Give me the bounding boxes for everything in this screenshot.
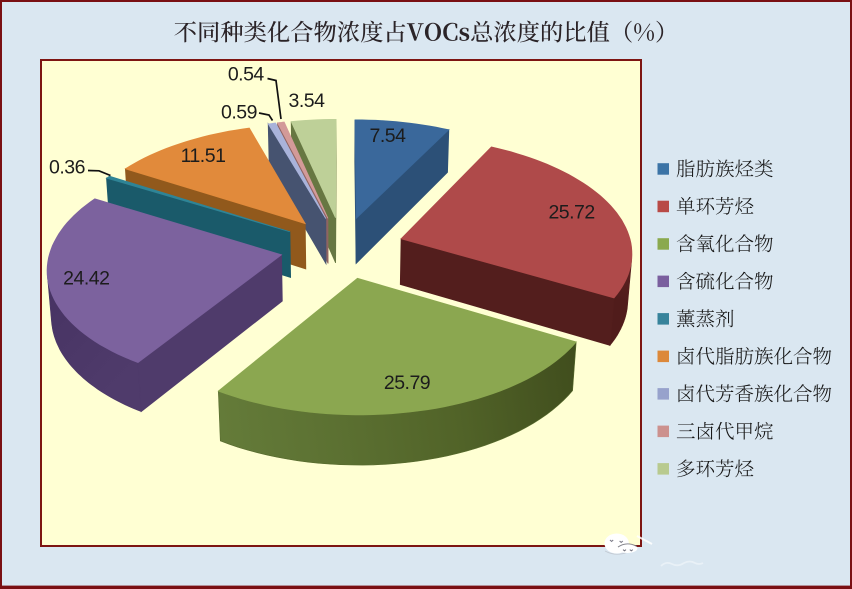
svg-text:0.59: 0.59 — [221, 102, 257, 124]
svg-text:24.42: 24.42 — [63, 268, 109, 290]
svg-text:25.72: 25.72 — [548, 202, 594, 224]
svg-text:11.51: 11.51 — [181, 145, 226, 167]
svg-text:25.79: 25.79 — [384, 372, 430, 394]
svg-text:0.54: 0.54 — [228, 64, 265, 86]
svg-text:0.36: 0.36 — [49, 157, 85, 179]
svg-text:7.54: 7.54 — [370, 125, 407, 147]
svg-text:3.54: 3.54 — [289, 90, 326, 112]
